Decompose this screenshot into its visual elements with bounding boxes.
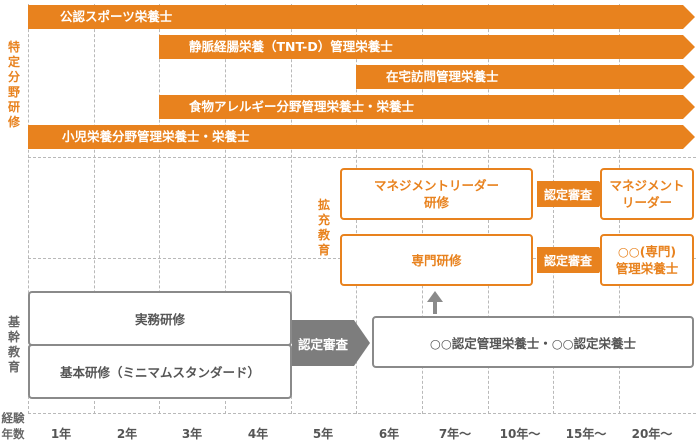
year-label-2: 2年	[116, 427, 138, 441]
years-of-experience-label: 経験年数	[1, 410, 29, 442]
certification-arrow-specialist: 認定審査	[537, 247, 608, 273]
certification-arrow-specialist-text: 認定審査	[543, 253, 592, 268]
certified-dietitian-text: ○○認定管理栄養士・○○認定栄養士	[429, 335, 637, 351]
specialty-bar-label: 小児栄養分野管理栄養士・栄養士	[62, 129, 250, 144]
up-arrow-head	[427, 291, 443, 302]
year-label-6: 6年	[378, 427, 400, 441]
extended-education-label: 拡充教育	[317, 198, 330, 257]
management-leader-training-text: マネジメントリーダー研修	[373, 178, 499, 210]
specialty-bar-home-visit: 在宅訪問管理栄養士	[356, 65, 695, 89]
year-label-3: 3年	[181, 427, 203, 441]
specialty-bar-label: 静脈経腸栄養（TNT-D）管理栄養士	[189, 39, 393, 54]
year-label-10: 10年～	[499, 427, 541, 441]
specialty-bar-food-allergy: 食物アレルギー分野管理栄養士・栄養士	[159, 95, 695, 119]
axis-divider	[28, 413, 696, 414]
specialty-bar-label: 在宅訪問管理栄養士	[386, 69, 499, 84]
year-label-15: 15年～	[565, 427, 607, 441]
management-leader-text: マネジメントリーダー	[609, 178, 685, 210]
basic-training-box: 基本研修（ミニマムスタンダード）	[28, 344, 292, 399]
core-certification-arrow: 認定審査	[292, 320, 370, 366]
grid-line-year-2	[94, 4, 95, 414]
specialist-dietitian-box: ○○(専門)管理栄養士	[600, 234, 694, 286]
up-arrow-stem	[433, 301, 437, 314]
certification-arrow-management-text: 認定審査	[543, 187, 592, 202]
year-label-5: 5年	[312, 427, 334, 441]
years-of-experience-text: 経験年数	[1, 411, 25, 441]
year-label-1: 1年	[50, 427, 72, 441]
specialty-bar-sports-dietitian: 公認スポーツ栄養士	[28, 5, 695, 29]
grid-line-year-5	[291, 4, 292, 414]
specialty-bar-label: 公認スポーツ栄養士	[60, 9, 173, 24]
year-label-4: 4年	[247, 427, 269, 441]
certification-arrow-management: 認定審査	[537, 181, 608, 207]
grid-line-year-3	[159, 4, 160, 414]
basic-training-text: 基本研修（ミニマムスタンダード）	[59, 365, 260, 380]
specialist-training-box: 専門研修	[340, 234, 533, 286]
practical-training-box: 実務研修	[28, 291, 292, 346]
up-arrow-icon	[427, 291, 443, 315]
grid-line-year-15	[553, 4, 554, 414]
specialist-dietitian-text: ○○(専門)管理栄養士	[615, 244, 679, 276]
management-leader-training-box: マネジメントリーダー研修	[340, 168, 533, 220]
specialist-training-text: 専門研修	[411, 252, 462, 268]
year-label-7: 7年～	[438, 427, 472, 441]
specialty-training-label: 特定分野研修	[7, 40, 20, 129]
core-education-label: 基幹教育	[7, 315, 20, 374]
grid-line-year-1	[28, 4, 29, 414]
year-label-20: 20年～	[631, 427, 673, 441]
section-divider-top	[28, 157, 696, 158]
specialty-bar-label: 食物アレルギー分野管理栄養士・栄養士	[189, 99, 415, 114]
grid-line-year-4	[225, 4, 226, 414]
management-leader-box: マネジメントリーダー	[600, 168, 694, 220]
core-certification-arrow-text: 認定審査	[297, 336, 348, 352]
specialty-bar-tnt-d: 静脈経腸栄養（TNT-D）管理栄養士	[159, 35, 695, 59]
certified-dietitian-box: ○○認定管理栄養士・○○認定栄養士	[372, 316, 694, 368]
practical-training-text: 実務研修	[134, 312, 185, 327]
specialty-bar-pediatric: 小児栄養分野管理栄養士・栄養士	[28, 125, 695, 149]
